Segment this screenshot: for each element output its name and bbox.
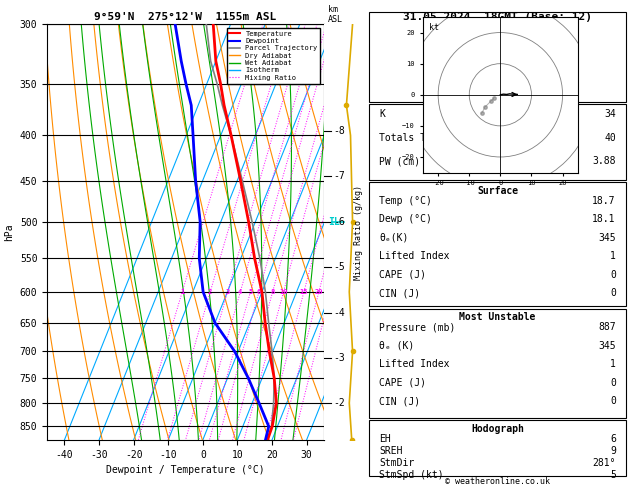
Text: -7: -7 [333,171,345,181]
Text: 18.1: 18.1 [593,214,616,225]
Text: 0: 0 [610,396,616,406]
Text: -3: -3 [333,353,345,363]
Text: 18.7: 18.7 [593,196,616,206]
Text: 34: 34 [604,109,616,120]
Text: 3: 3 [225,289,230,295]
Text: 4: 4 [238,289,242,295]
Text: 9: 9 [610,446,616,456]
Text: -5: -5 [333,262,345,272]
Text: 3.88: 3.88 [593,156,616,166]
Text: CIN (J): CIN (J) [379,288,420,298]
Text: 31.05.2024  18GMT (Base: 12): 31.05.2024 18GMT (Base: 12) [403,12,592,22]
Text: Pressure (mb): Pressure (mb) [379,322,455,332]
Text: Dewp (°C): Dewp (°C) [379,214,432,225]
X-axis label: Dewpoint / Temperature (°C): Dewpoint / Temperature (°C) [106,465,265,475]
Text: 6: 6 [610,434,616,444]
Text: Lifted Index: Lifted Index [379,251,450,261]
Text: 1: 1 [610,251,616,261]
Text: 5: 5 [610,470,616,480]
Text: CIN (J): CIN (J) [379,396,420,406]
Bar [369,420,626,476]
Text: CAPE (J): CAPE (J) [379,378,426,388]
Text: Lifted Index: Lifted Index [379,359,450,369]
Text: 1: 1 [180,289,184,295]
Text: Most Unstable: Most Unstable [459,312,536,322]
Text: 0: 0 [610,288,616,298]
Bar [369,309,626,418]
Text: K: K [379,109,385,120]
Text: θₑ (K): θₑ (K) [379,341,415,351]
Text: 345: 345 [598,341,616,351]
Text: 10: 10 [279,289,287,295]
Text: Totals Totals: Totals Totals [379,133,455,143]
Text: -8: -8 [333,126,345,136]
Text: 281°: 281° [593,458,616,468]
Text: 0: 0 [610,270,616,280]
Title: 9°59'N  275°12'W  1155m ASL: 9°59'N 275°12'W 1155m ASL [94,12,277,22]
Text: 5: 5 [248,289,252,295]
Text: 887: 887 [598,322,616,332]
Text: -4: -4 [333,308,345,317]
Text: -2: -2 [333,399,345,408]
Text: Mixing Ratio (g/kg): Mixing Ratio (g/kg) [354,185,363,279]
Text: 0: 0 [610,378,616,388]
Text: © weatheronline.co.uk: © weatheronline.co.uk [445,477,550,486]
Text: 6: 6 [257,289,261,295]
Legend: Temperature, Dewpoint, Parcel Trajectory, Dry Adiabat, Wet Adiabat, Isotherm, Mi: Temperature, Dewpoint, Parcel Trajectory… [226,28,320,84]
Y-axis label: hPa: hPa [4,223,14,241]
Text: 1: 1 [610,359,616,369]
Text: Hodograph: Hodograph [471,424,524,434]
Text: EH: EH [379,434,391,444]
Text: 8: 8 [270,289,274,295]
Text: 20: 20 [314,289,323,295]
Text: kt: kt [429,23,439,32]
Text: SREH: SREH [379,446,403,456]
Bar [369,182,626,306]
Text: StmDir: StmDir [379,458,415,468]
Text: 345: 345 [598,233,616,243]
Text: IL: IL [328,217,340,226]
Text: 15: 15 [299,289,308,295]
Text: Temp (°C): Temp (°C) [379,196,432,206]
Text: StmSpd (kt): StmSpd (kt) [379,470,444,480]
Text: θₑ(K): θₑ(K) [379,233,409,243]
Text: 40: 40 [604,133,616,143]
Text: Surface: Surface [477,186,518,196]
Text: -6: -6 [333,217,345,226]
Text: CAPE (J): CAPE (J) [379,270,426,280]
Bar [369,104,626,180]
Text: 2: 2 [208,289,212,295]
Text: PW (cm): PW (cm) [379,156,420,166]
Text: km
ASL: km ASL [328,5,343,24]
Bar [369,12,626,102]
